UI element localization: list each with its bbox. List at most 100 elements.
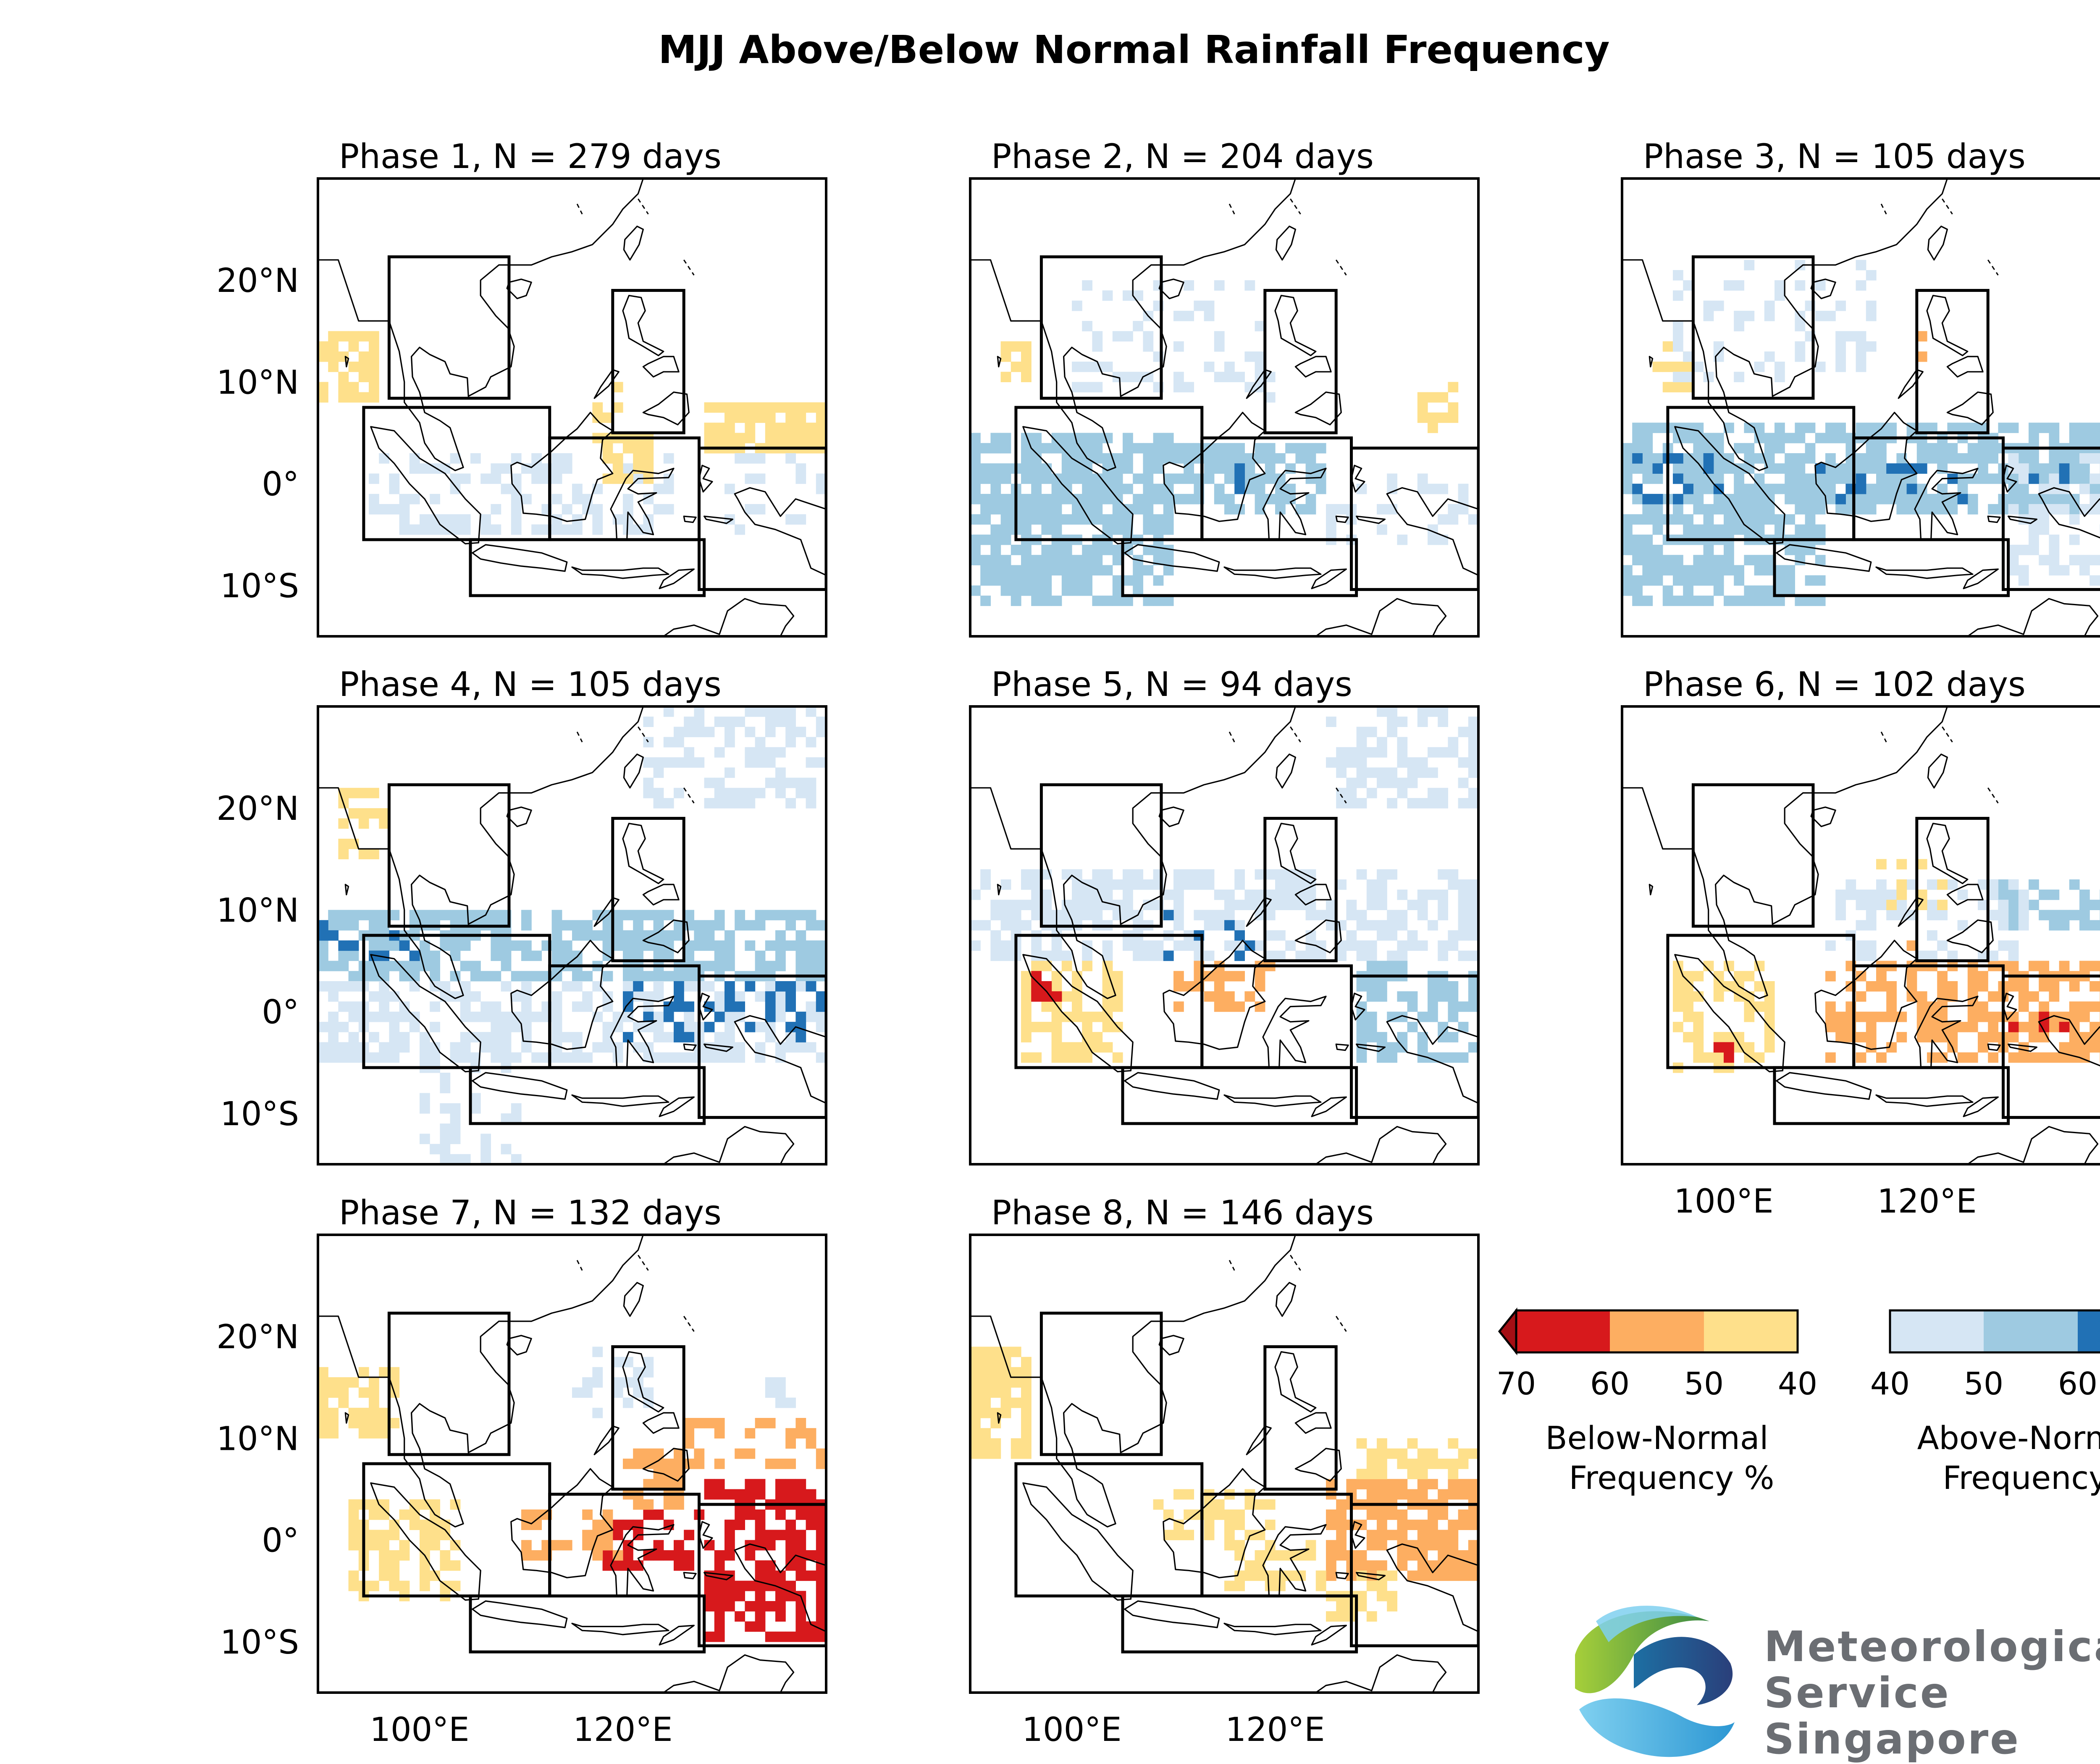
frequency-cell: [1265, 453, 1276, 464]
frequency-cell: [970, 940, 981, 951]
frequency-cell: [2049, 1052, 2060, 1063]
frequency-cell: [816, 757, 826, 768]
frequency-cell: [1988, 991, 1998, 1002]
frequency-cell: [379, 504, 389, 514]
frequency-cell: [2069, 879, 2080, 890]
frequency-cell: [2059, 1021, 2070, 1032]
frequency-cell: [1305, 1550, 1316, 1561]
frequency-cell: [980, 473, 991, 484]
frequency-cell: [1265, 1499, 1276, 1510]
frequency-cell: [1703, 453, 1714, 464]
frequency-cell: [1041, 575, 1052, 586]
frequency-cell: [1652, 555, 1663, 565]
frequency-cell: [1417, 1042, 1428, 1053]
frequency-cell: [1407, 1001, 1418, 1012]
frequency-cell: [1468, 1001, 1478, 1012]
frequency-cell: [1428, 1530, 1438, 1541]
frequency-cell: [450, 1540, 461, 1551]
frequency-cell: [1224, 910, 1235, 921]
frequency-cell: [1000, 940, 1011, 951]
frequency-cell: [1805, 473, 1816, 484]
frequency-cell: [480, 1144, 491, 1155]
frequency-cell: [1102, 545, 1113, 555]
frequency-cell: [1764, 585, 1775, 596]
frequency-cell: [1866, 1032, 1877, 1042]
region-box: [1691, 783, 1815, 928]
frequency-cell: [785, 433, 796, 444]
frequency-cell: [1072, 300, 1082, 311]
frequency-cell: [1856, 362, 1866, 372]
frequency-cell: [2059, 494, 2070, 504]
frequency-cell: [1123, 869, 1133, 880]
lat-tick-label: 10°S: [220, 1095, 299, 1133]
frequency-cell: [970, 555, 981, 565]
frequency-cell: [1377, 504, 1387, 514]
frequency-cell: [369, 1580, 379, 1591]
frequency-cell: [2029, 494, 2039, 504]
frequency-cell: [1866, 900, 1877, 910]
frequency-cell: [1356, 747, 1367, 758]
frequency-cell: [1662, 585, 1673, 596]
frequency-cell: [980, 463, 991, 474]
frequency-cell: [328, 1011, 339, 1022]
frequency-cell: [1468, 900, 1478, 910]
frequency-cell: [1866, 453, 1877, 464]
frequency-cell: [1856, 920, 1866, 931]
frequency-cell: [1805, 504, 1816, 514]
frequency-cell: [1244, 463, 1255, 474]
lon-tick-label: 120°E: [1225, 1711, 1325, 1749]
frequency-cell: [1255, 869, 1265, 880]
frequency-cell: [795, 950, 806, 961]
frequency-cell: [2079, 565, 2090, 576]
frequency-cell: [1805, 524, 1816, 535]
frequency-cell: [1204, 920, 1215, 931]
frequency-cell: [2018, 545, 2029, 555]
frequency-cell: [1967, 1052, 1978, 1063]
frequency-cell: [1438, 1052, 1448, 1063]
frequency-cell: [511, 524, 522, 535]
frequency-cell: [551, 1001, 562, 1012]
frequency-cell: [409, 950, 420, 961]
frequency-cell: [795, 788, 806, 798]
frequency-cell: [1397, 950, 1408, 961]
frequency-cell: [990, 443, 1001, 454]
frequency-cell: [1153, 1499, 1164, 1510]
frequency-cell: [1021, 514, 1032, 525]
frequency-cell: [633, 1499, 643, 1510]
frequency-cell: [816, 1021, 826, 1032]
frequency-cell: [795, 423, 806, 433]
frequency-cell: [2018, 920, 2029, 931]
frequency-cell: [2008, 1052, 2019, 1063]
frequency-cell: [684, 757, 694, 768]
frequency-cell: [1978, 473, 1988, 484]
frequency-cell: [1407, 777, 1418, 788]
frequency-cell: [1377, 981, 1387, 992]
border-dash: [638, 1255, 649, 1271]
frequency-cell: [1632, 514, 1643, 525]
frequency-cell: [1866, 423, 1877, 433]
frequency-cell: [745, 981, 756, 992]
frequency-cell: [755, 1520, 766, 1530]
frequency-cell: [1417, 392, 1428, 403]
region-box: [2002, 446, 2100, 591]
frequency-cell: [1234, 971, 1245, 982]
frequency-cell: [1234, 483, 1245, 494]
frequency-cell: [806, 1042, 816, 1053]
frequency-cell: [1021, 869, 1032, 880]
frequency-cell: [765, 423, 776, 433]
frequency-cell: [724, 1001, 735, 1012]
frequency-cell: [1468, 1448, 1478, 1459]
frequency-cell: [1458, 890, 1469, 900]
frequency-cell: [1896, 859, 1907, 870]
frequency-cell: [724, 1591, 735, 1601]
frequency-cell: [1356, 757, 1367, 768]
frequency-cell: [328, 1021, 339, 1032]
coastline-java: [472, 544, 568, 572]
frequency-cell: [602, 1042, 613, 1053]
frequency-cell: [795, 1418, 806, 1428]
frequency-cell: [1815, 596, 1826, 606]
frequency-cell: [1988, 1032, 1998, 1042]
frequency-cell: [2029, 1011, 2039, 1022]
frequency-cell: [1184, 382, 1194, 393]
frequency-cell: [1366, 1011, 1377, 1022]
